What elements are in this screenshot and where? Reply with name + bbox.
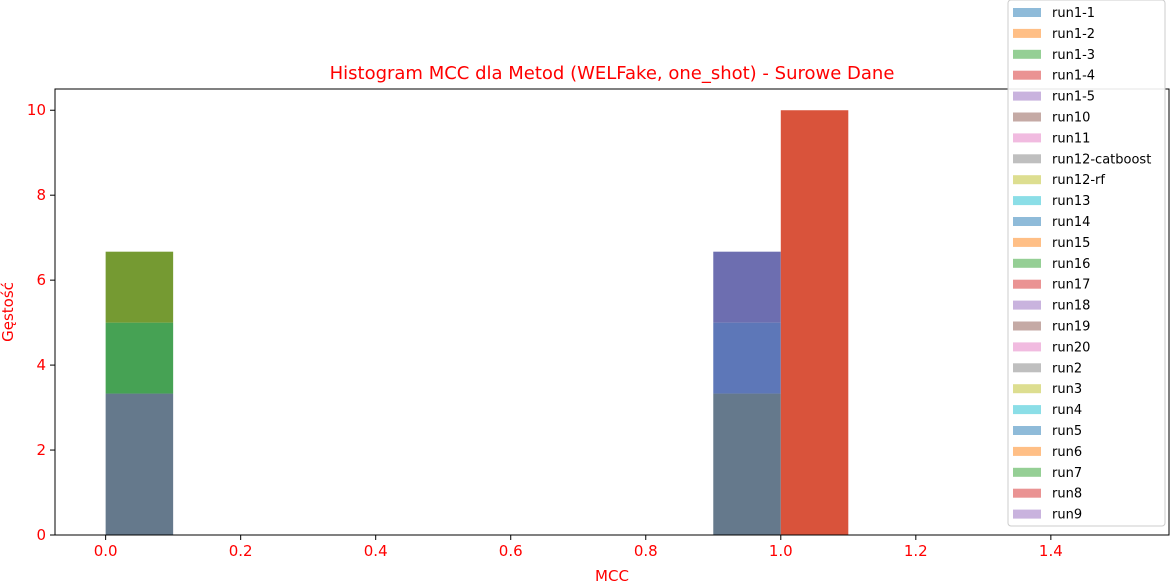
legend-swatch bbox=[1013, 91, 1041, 101]
legend-swatch bbox=[1013, 70, 1041, 80]
histogram-bars bbox=[105, 110, 849, 535]
y-tick-label: 0 bbox=[36, 526, 46, 544]
legend-swatch bbox=[1013, 363, 1041, 373]
legend-label: run16 bbox=[1052, 257, 1090, 272]
legend-label: run6 bbox=[1052, 445, 1082, 460]
x-tick-label: 1.4 bbox=[1039, 542, 1063, 560]
legend-label: run1-2 bbox=[1052, 27, 1095, 42]
legend-label: run18 bbox=[1052, 299, 1090, 314]
legend-label: run15 bbox=[1052, 236, 1090, 251]
legend-label: run13 bbox=[1052, 194, 1090, 209]
legend-label: run7 bbox=[1052, 466, 1082, 481]
legend-swatch bbox=[1013, 488, 1041, 498]
legend-label: run5 bbox=[1052, 424, 1082, 439]
legend-label: run12-rf bbox=[1052, 173, 1105, 188]
x-tick-label: 0.6 bbox=[499, 542, 523, 560]
x-tick-label: 1.2 bbox=[904, 542, 928, 560]
legend-swatch bbox=[1013, 321, 1041, 331]
histogram-bar-bin1-level1 bbox=[713, 322, 781, 394]
histogram-bar-bin2-level0 bbox=[780, 110, 849, 535]
legend-swatch bbox=[1013, 258, 1041, 268]
legend-swatch bbox=[1013, 217, 1041, 226]
legend-swatch bbox=[1013, 112, 1041, 122]
histogram-bar-bin0-level0 bbox=[105, 393, 174, 535]
y-tick-label: 6 bbox=[36, 271, 46, 289]
legend-label: run1-5 bbox=[1052, 90, 1095, 105]
legend-label: run11 bbox=[1052, 131, 1090, 146]
legend-label: run4 bbox=[1052, 403, 1082, 418]
legend-swatch bbox=[1013, 175, 1041, 185]
legend-swatch bbox=[1013, 426, 1041, 435]
chart-title: Histogram MCC dla Metod (WELFake, one_sh… bbox=[330, 63, 895, 84]
legend-swatch bbox=[1013, 405, 1041, 415]
histogram-bar-bin1-level0 bbox=[713, 393, 781, 535]
legend-swatch bbox=[1013, 8, 1041, 17]
histogram-bar-bin1-level2 bbox=[713, 251, 781, 323]
legend-label: run19 bbox=[1052, 320, 1090, 335]
legend-swatch bbox=[1013, 196, 1041, 206]
legend-swatch bbox=[1013, 154, 1041, 164]
legend-box bbox=[1007, 0, 1166, 527]
y-tick-label: 4 bbox=[36, 356, 46, 374]
x-axis-label: MCC bbox=[595, 567, 629, 585]
legend-swatch bbox=[1013, 467, 1041, 477]
legend-label: run17 bbox=[1052, 278, 1090, 293]
x-tick-label: 0.4 bbox=[364, 542, 388, 560]
legend-swatch bbox=[1013, 509, 1041, 519]
legend-swatch bbox=[1013, 49, 1041, 59]
axes: 0.0 0.2 0.4 0.6 0.8 1.0 1.2 1.4 0 2 4 6 8 10 bbox=[27, 88, 1170, 560]
legend-swatch bbox=[1013, 384, 1041, 394]
x-tick-label: 0.0 bbox=[94, 542, 118, 560]
legend: run1-1 run1-2 run1-3 run1-4 run1-5 run10 run11… bbox=[1007, 0, 1166, 527]
legend-swatch bbox=[1013, 446, 1041, 456]
plot-frame bbox=[54, 88, 1170, 536]
legend-label: run1-3 bbox=[1052, 48, 1095, 63]
legend-label: run3 bbox=[1052, 382, 1082, 397]
legend-swatch bbox=[1013, 279, 1041, 289]
histogram-bar-bin0-level1 bbox=[105, 322, 174, 394]
x-tick-label: 1.0 bbox=[769, 542, 793, 560]
histogram-bar-bin0-level2 bbox=[105, 251, 174, 323]
legend-label: run10 bbox=[1052, 111, 1090, 126]
y-axis-label: Gęstość bbox=[0, 282, 17, 342]
y-tick-label: 8 bbox=[36, 186, 46, 204]
legend-label: run9 bbox=[1052, 508, 1082, 523]
legend-swatch bbox=[1013, 300, 1041, 310]
legend-swatch bbox=[1013, 237, 1041, 247]
x-tick-label: 0.8 bbox=[634, 542, 658, 560]
legend-label: run1-4 bbox=[1052, 69, 1095, 84]
legend-label: run2 bbox=[1052, 361, 1082, 376]
legend-label: run8 bbox=[1052, 487, 1082, 502]
legend-label: run1-1 bbox=[1052, 6, 1095, 21]
legend-swatch bbox=[1013, 28, 1041, 38]
x-tick-label: 0.2 bbox=[229, 542, 253, 560]
legend-label: run12-catboost bbox=[1052, 152, 1151, 167]
legend-swatch bbox=[1013, 342, 1041, 352]
y-tick-label: 10 bbox=[27, 101, 46, 119]
legend-label: run20 bbox=[1052, 340, 1090, 355]
legend-swatch bbox=[1013, 133, 1041, 143]
legend-label: run14 bbox=[1052, 215, 1090, 230]
y-tick-label: 2 bbox=[36, 441, 46, 459]
